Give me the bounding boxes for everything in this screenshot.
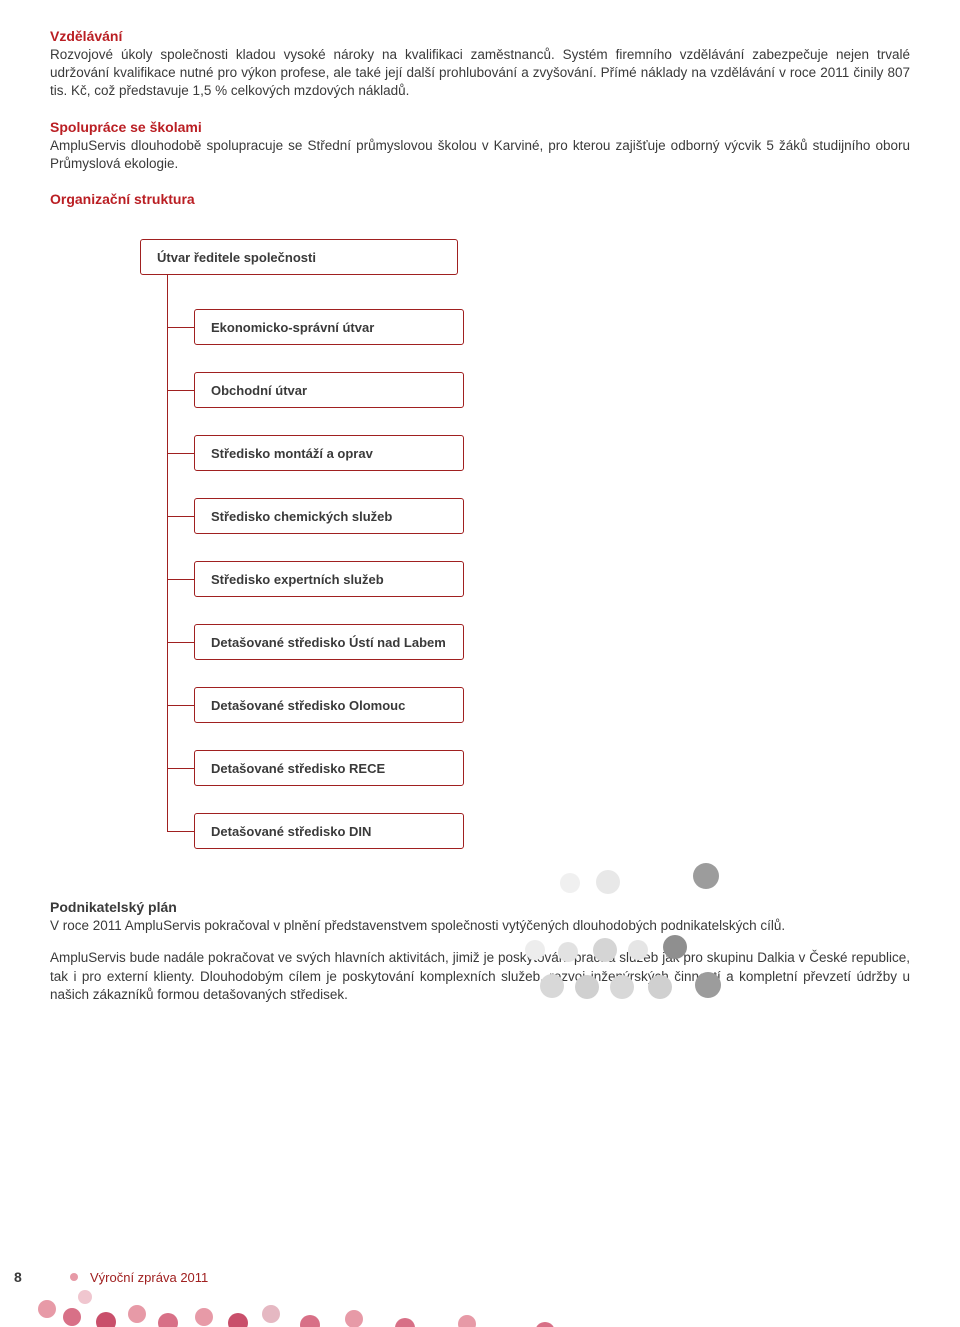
heading-spoluprace: Spolupráce se školami: [50, 119, 910, 135]
deco-dot: [158, 1313, 178, 1327]
org-connector-h: [167, 390, 194, 391]
decorative-dots-footer: [0, 1257, 960, 1327]
deco-dot: [525, 940, 545, 960]
deco-dot: [345, 1310, 363, 1327]
section-spoluprace: Spolupráce se školami AmpluServis dlouho…: [50, 119, 910, 173]
org-box-child: Detašované středisko RECE: [194, 750, 464, 786]
deco-dot: [38, 1300, 56, 1318]
page-footer: 8 Výroční zpráva 2011: [0, 1257, 960, 1327]
deco-dot: [648, 975, 672, 999]
org-connector-h: [167, 768, 194, 769]
section-vzdelavani: Vzdělávání Rozvojové úkoly společnosti k…: [50, 28, 910, 101]
body-plan-2: AmpluServis bude nadále pokračovat ve sv…: [50, 949, 910, 1004]
deco-dot: [695, 972, 721, 998]
org-connector-h: [167, 705, 194, 706]
org-chart: Útvar ředitele společnosti Ekonomicko-spr…: [140, 239, 910, 879]
deco-dot: [262, 1305, 280, 1323]
deco-dot: [535, 1322, 555, 1327]
deco-dot: [458, 1315, 476, 1327]
deco-dot: [128, 1305, 146, 1323]
org-box-child: Středisko expertních služeb: [194, 561, 464, 597]
org-box-top: Útvar ředitele společnosti: [140, 239, 458, 275]
org-connector-h: [167, 642, 194, 643]
deco-dot: [78, 1290, 92, 1304]
org-box-child: Ekonomicko-správní útvar: [194, 309, 464, 345]
deco-dot: [195, 1308, 213, 1326]
deco-dot: [228, 1313, 248, 1327]
org-box-child: Středisko chemických služeb: [194, 498, 464, 534]
heading-org-struktura: Organizační struktura: [50, 191, 910, 207]
deco-dot: [610, 975, 634, 999]
deco-dot: [596, 870, 620, 894]
deco-dot: [540, 974, 564, 998]
org-connector-h: [167, 579, 194, 580]
heading-plan: Podnikatelský plán: [50, 899, 910, 915]
body-spoluprace: AmpluServis dlouhodobě spolupracuje se S…: [50, 137, 910, 173]
org-box-child: Detašované středisko DIN: [194, 813, 464, 849]
org-connector-trunk: [167, 275, 168, 831]
org-connector-h: [167, 327, 194, 328]
org-box-child: Středisko montáží a oprav: [194, 435, 464, 471]
footer-dot-accent: [70, 1273, 78, 1281]
body-vzdelavani: Rozvojové úkoly společnosti kladou vysok…: [50, 46, 910, 101]
deco-dot: [693, 863, 719, 889]
org-box-child: Detašované středisko Olomouc: [194, 687, 464, 723]
deco-dot: [395, 1318, 415, 1327]
body-plan-1: V roce 2011 AmpluServis pokračoval v pln…: [50, 917, 910, 935]
deco-dot: [63, 1308, 81, 1326]
deco-dot: [96, 1312, 116, 1327]
deco-dot: [300, 1315, 320, 1327]
deco-dot: [593, 938, 617, 962]
section-podnikatelsky-plan: Podnikatelský plán V roce 2011 AmpluServ…: [50, 899, 910, 1004]
section-org-struktura: Organizační struktura Útvar ředitele spo…: [50, 191, 910, 879]
org-box-child: Detašované středisko Ústí nad Labem: [194, 624, 464, 660]
org-connector-h: [167, 831, 194, 832]
org-connector-h: [167, 453, 194, 454]
deco-dot: [560, 873, 580, 893]
org-box-child: Obchodní útvar: [194, 372, 464, 408]
deco-dot: [663, 935, 687, 959]
deco-dot: [575, 975, 599, 999]
heading-vzdelavani: Vzdělávání: [50, 28, 910, 44]
deco-dot: [628, 940, 648, 960]
deco-dot: [558, 942, 578, 962]
org-connector-h: [167, 516, 194, 517]
